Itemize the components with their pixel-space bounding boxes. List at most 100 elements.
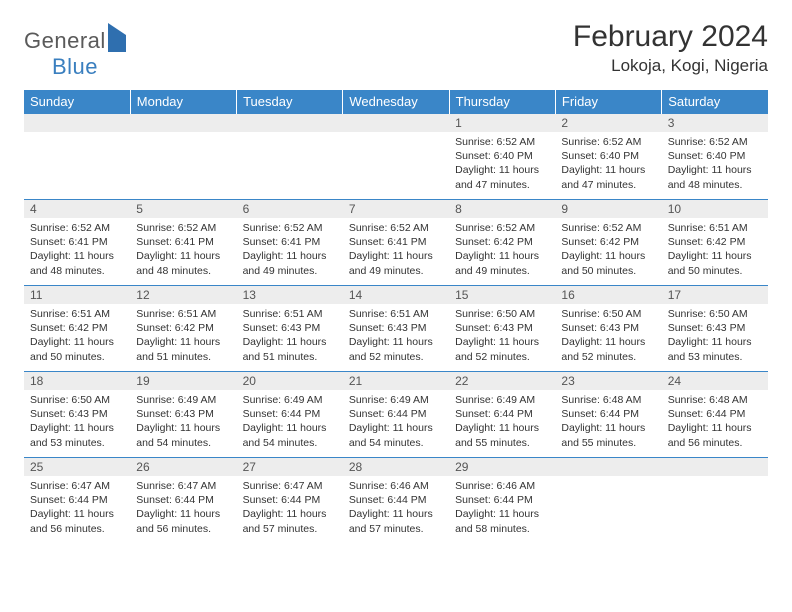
day-info: Sunrise: 6:46 AMSunset: 6:44 PMDaylight:…	[449, 476, 555, 540]
weekday-header: Friday	[555, 90, 661, 114]
day-number: 16	[555, 286, 661, 304]
weekday-header: Wednesday	[343, 90, 449, 114]
day-number: 11	[24, 286, 130, 304]
day-number: 13	[237, 286, 343, 304]
day-cell: 1Sunrise: 6:52 AMSunset: 6:40 PMDaylight…	[449, 114, 555, 200]
day-info: Sunrise: 6:51 AMSunset: 6:42 PMDaylight:…	[130, 304, 236, 368]
day-cell: 5Sunrise: 6:52 AMSunset: 6:41 PMDaylight…	[130, 200, 236, 286]
day-number: 19	[130, 372, 236, 390]
day-cell: 21Sunrise: 6:49 AMSunset: 6:44 PMDayligh…	[343, 372, 449, 458]
day-number: 29	[449, 458, 555, 476]
day-number: 9	[555, 200, 661, 218]
day-info: Sunrise: 6:51 AMSunset: 6:42 PMDaylight:…	[24, 304, 130, 368]
day-number: 18	[24, 372, 130, 390]
week-row: 4Sunrise: 6:52 AMSunset: 6:41 PMDaylight…	[24, 200, 768, 286]
day-number: 17	[662, 286, 768, 304]
day-cell: 13Sunrise: 6:51 AMSunset: 6:43 PMDayligh…	[237, 286, 343, 372]
day-number: 8	[449, 200, 555, 218]
empty-day-header	[24, 114, 130, 132]
day-number: 26	[130, 458, 236, 476]
day-info: Sunrise: 6:52 AMSunset: 6:41 PMDaylight:…	[343, 218, 449, 282]
day-info: Sunrise: 6:52 AMSunset: 6:40 PMDaylight:…	[555, 132, 661, 196]
day-cell: 10Sunrise: 6:51 AMSunset: 6:42 PMDayligh…	[662, 200, 768, 286]
day-number: 25	[24, 458, 130, 476]
day-info: Sunrise: 6:47 AMSunset: 6:44 PMDaylight:…	[130, 476, 236, 540]
day-cell: 27Sunrise: 6:47 AMSunset: 6:44 PMDayligh…	[237, 458, 343, 544]
day-number: 10	[662, 200, 768, 218]
day-info: Sunrise: 6:50 AMSunset: 6:43 PMDaylight:…	[662, 304, 768, 368]
empty-day-header	[237, 114, 343, 132]
day-cell	[555, 458, 661, 544]
empty-day-header	[130, 114, 236, 132]
day-cell	[24, 114, 130, 200]
day-info: Sunrise: 6:52 AMSunset: 6:40 PMDaylight:…	[449, 132, 555, 196]
day-cell	[237, 114, 343, 200]
day-cell: 2Sunrise: 6:52 AMSunset: 6:40 PMDaylight…	[555, 114, 661, 200]
location: Lokoja, Kogi, Nigeria	[573, 56, 768, 76]
day-cell: 29Sunrise: 6:46 AMSunset: 6:44 PMDayligh…	[449, 458, 555, 544]
day-cell: 23Sunrise: 6:48 AMSunset: 6:44 PMDayligh…	[555, 372, 661, 458]
day-info: Sunrise: 6:48 AMSunset: 6:44 PMDaylight:…	[555, 390, 661, 454]
day-cell	[662, 458, 768, 544]
logo: General Blue	[24, 28, 126, 80]
calendar-table: SundayMondayTuesdayWednesdayThursdayFrid…	[24, 90, 768, 544]
day-cell: 18Sunrise: 6:50 AMSunset: 6:43 PMDayligh…	[24, 372, 130, 458]
day-info: Sunrise: 6:50 AMSunset: 6:43 PMDaylight:…	[555, 304, 661, 368]
day-info: Sunrise: 6:49 AMSunset: 6:44 PMDaylight:…	[237, 390, 343, 454]
weekday-header-row: SundayMondayTuesdayWednesdayThursdayFrid…	[24, 90, 768, 114]
day-cell: 28Sunrise: 6:46 AMSunset: 6:44 PMDayligh…	[343, 458, 449, 544]
week-row: 25Sunrise: 6:47 AMSunset: 6:44 PMDayligh…	[24, 458, 768, 544]
day-number: 3	[662, 114, 768, 132]
day-number: 7	[343, 200, 449, 218]
day-number: 2	[555, 114, 661, 132]
day-number: 15	[449, 286, 555, 304]
day-cell: 7Sunrise: 6:52 AMSunset: 6:41 PMDaylight…	[343, 200, 449, 286]
logo-text-blue: Blue	[52, 54, 98, 79]
day-info: Sunrise: 6:47 AMSunset: 6:44 PMDaylight:…	[237, 476, 343, 540]
day-info: Sunrise: 6:49 AMSunset: 6:44 PMDaylight:…	[343, 390, 449, 454]
logo-text-general: General	[24, 28, 106, 53]
day-cell: 16Sunrise: 6:50 AMSunset: 6:43 PMDayligh…	[555, 286, 661, 372]
title-block: February 2024 Lokoja, Kogi, Nigeria	[573, 20, 768, 76]
day-info: Sunrise: 6:52 AMSunset: 6:42 PMDaylight:…	[449, 218, 555, 282]
week-row: 18Sunrise: 6:50 AMSunset: 6:43 PMDayligh…	[24, 372, 768, 458]
day-cell: 11Sunrise: 6:51 AMSunset: 6:42 PMDayligh…	[24, 286, 130, 372]
day-cell: 9Sunrise: 6:52 AMSunset: 6:42 PMDaylight…	[555, 200, 661, 286]
day-info: Sunrise: 6:52 AMSunset: 6:40 PMDaylight:…	[662, 132, 768, 196]
day-info: Sunrise: 6:52 AMSunset: 6:41 PMDaylight:…	[24, 218, 130, 282]
day-number: 21	[343, 372, 449, 390]
day-cell: 19Sunrise: 6:49 AMSunset: 6:43 PMDayligh…	[130, 372, 236, 458]
weekday-header: Tuesday	[237, 90, 343, 114]
day-info: Sunrise: 6:51 AMSunset: 6:43 PMDaylight:…	[343, 304, 449, 368]
day-number: 6	[237, 200, 343, 218]
weekday-header: Monday	[130, 90, 236, 114]
day-cell: 22Sunrise: 6:49 AMSunset: 6:44 PMDayligh…	[449, 372, 555, 458]
day-info: Sunrise: 6:52 AMSunset: 6:41 PMDaylight:…	[237, 218, 343, 282]
day-info: Sunrise: 6:50 AMSunset: 6:43 PMDaylight:…	[449, 304, 555, 368]
day-cell: 20Sunrise: 6:49 AMSunset: 6:44 PMDayligh…	[237, 372, 343, 458]
empty-day-header	[662, 458, 768, 476]
day-info: Sunrise: 6:51 AMSunset: 6:43 PMDaylight:…	[237, 304, 343, 368]
day-info: Sunrise: 6:49 AMSunset: 6:44 PMDaylight:…	[449, 390, 555, 454]
day-info: Sunrise: 6:49 AMSunset: 6:43 PMDaylight:…	[130, 390, 236, 454]
week-row: 11Sunrise: 6:51 AMSunset: 6:42 PMDayligh…	[24, 286, 768, 372]
day-cell: 24Sunrise: 6:48 AMSunset: 6:44 PMDayligh…	[662, 372, 768, 458]
empty-day-header	[343, 114, 449, 132]
day-number: 5	[130, 200, 236, 218]
day-cell: 6Sunrise: 6:52 AMSunset: 6:41 PMDaylight…	[237, 200, 343, 286]
day-number: 4	[24, 200, 130, 218]
weekday-header: Sunday	[24, 90, 130, 114]
weekday-header: Thursday	[449, 90, 555, 114]
day-number: 14	[343, 286, 449, 304]
day-number: 23	[555, 372, 661, 390]
day-cell: 8Sunrise: 6:52 AMSunset: 6:42 PMDaylight…	[449, 200, 555, 286]
day-cell: 17Sunrise: 6:50 AMSunset: 6:43 PMDayligh…	[662, 286, 768, 372]
day-cell: 25Sunrise: 6:47 AMSunset: 6:44 PMDayligh…	[24, 458, 130, 544]
day-cell	[343, 114, 449, 200]
day-number: 12	[130, 286, 236, 304]
day-info: Sunrise: 6:52 AMSunset: 6:41 PMDaylight:…	[130, 218, 236, 282]
day-info: Sunrise: 6:50 AMSunset: 6:43 PMDaylight:…	[24, 390, 130, 454]
header: General Blue February 2024 Lokoja, Kogi,…	[24, 20, 768, 80]
day-cell	[130, 114, 236, 200]
day-cell: 4Sunrise: 6:52 AMSunset: 6:41 PMDaylight…	[24, 200, 130, 286]
